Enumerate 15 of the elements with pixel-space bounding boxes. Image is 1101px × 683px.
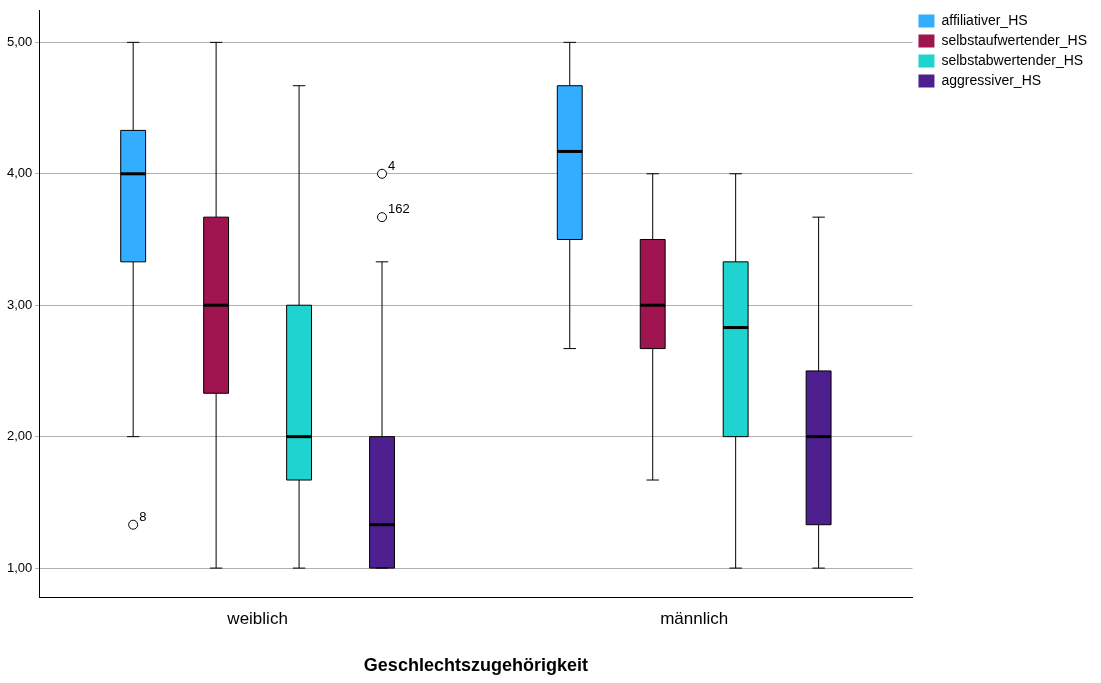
legend-label: selbstaufwertender_HS: [941, 31, 1088, 48]
y-tick-label: 4,00: [6, 165, 33, 181]
y-tick-label: 5,00: [6, 33, 33, 49]
annotation: 8: [139, 508, 147, 524]
x-axis-title: Geschlechtszugehörigkeit: [363, 655, 588, 676]
x-tick-label: männlich: [660, 608, 729, 628]
legend-label: selbstabwertender_HS: [941, 51, 1084, 68]
y-tick-label: 3,00: [6, 296, 33, 312]
annotation: 162: [388, 201, 410, 217]
y-tick-label: 1,00: [6, 559, 33, 575]
x-tick-label: weiblich: [226, 608, 288, 628]
annotation: 4: [388, 157, 396, 173]
legend-label: aggressiver_HS: [941, 71, 1042, 88]
y-tick-label: 2,00: [6, 428, 33, 444]
legend-label: affiliativer_HS: [941, 11, 1028, 28]
